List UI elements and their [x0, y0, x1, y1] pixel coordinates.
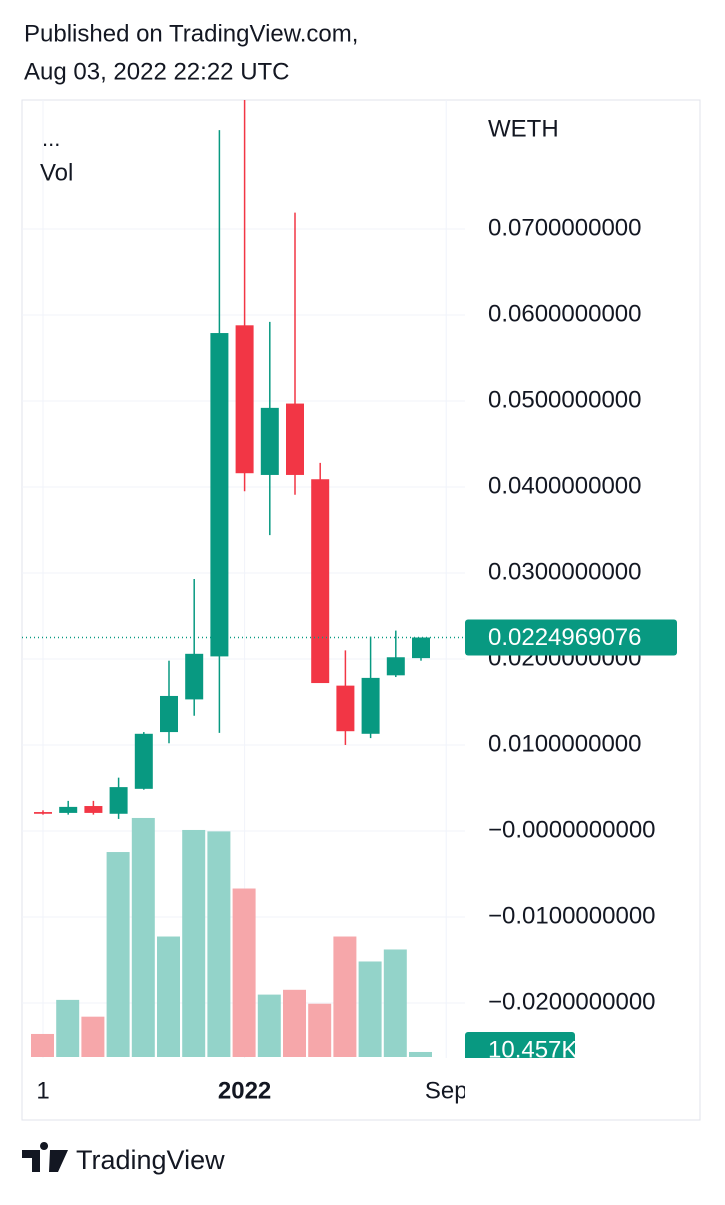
volume-bar: [358, 961, 382, 1057]
candle-body: [134, 733, 153, 789]
y-tick-label: −0.0000000000: [488, 816, 656, 843]
candle-body: [286, 403, 304, 475]
published: Published on TradingView.com,: [24, 20, 358, 47]
x-tick-label: Sep: [425, 1077, 468, 1104]
logo: TradingView: [22, 1142, 225, 1175]
candle-body: [160, 695, 178, 733]
candle-body: [260, 407, 279, 475]
last-price-box: [465, 619, 677, 656]
volume-bar: [257, 994, 281, 1057]
volume-legend: Vol: [40, 159, 73, 186]
candle-body: [185, 653, 204, 700]
candle-body: [235, 325, 254, 474]
candle-body: [336, 685, 355, 732]
symbol: WETH: [488, 115, 559, 142]
candle-body: [34, 812, 52, 814]
last-volume-box: [465, 1031, 575, 1058]
volume-bar: [308, 1003, 332, 1057]
candle-body: [361, 677, 380, 734]
candle-body: [59, 806, 78, 813]
legend-title: ...: [42, 126, 60, 151]
volume-bar: [232, 888, 256, 1057]
candle-body: [84, 806, 103, 813]
brand: TradingView: [76, 1145, 225, 1175]
timestamp: Aug 03, 2022 22:22 UTC: [24, 58, 290, 85]
volume-bar: [81, 1016, 105, 1057]
candle-body: [412, 637, 430, 659]
y-tick-label: 0.0300000000: [488, 558, 642, 585]
logo-icon: [22, 1142, 68, 1172]
volume-bar: [106, 852, 130, 1057]
y-tick-label: −0.0200000000: [488, 988, 656, 1015]
frame: [21, 99, 701, 1121]
volume-bar: [31, 1033, 54, 1057]
last-volume-label: 10.457K: [488, 1036, 577, 1063]
y-tick-label: 0.0600000000: [488, 300, 642, 327]
volume-bar: [383, 949, 407, 1057]
x-tick-label: 1: [36, 1077, 49, 1104]
volume-bar: [157, 936, 180, 1057]
x-tick-label: 2022: [218, 1077, 271, 1104]
y-tick-label: 0.0400000000: [488, 472, 642, 499]
last-price-label: 0.0224969076: [488, 624, 642, 651]
volume-bar: [182, 829, 206, 1057]
candle-body: [386, 657, 405, 676]
candle-body: [210, 333, 229, 657]
y-tick-label: 0.0100000000: [488, 730, 642, 757]
volume-bar: [131, 817, 155, 1057]
volume-bar: [207, 831, 231, 1057]
volume-bar: [283, 989, 306, 1057]
volume-bar: [409, 1051, 432, 1057]
y-tick-label: 0.0700000000: [488, 214, 642, 241]
candle-body: [311, 479, 330, 684]
y-tick-label: 0.0500000000: [488, 386, 642, 413]
y-tick-label: −0.0100000000: [488, 902, 656, 929]
volume-bar: [333, 936, 357, 1057]
volume-bar: [56, 999, 80, 1057]
candle-body: [109, 787, 128, 814]
